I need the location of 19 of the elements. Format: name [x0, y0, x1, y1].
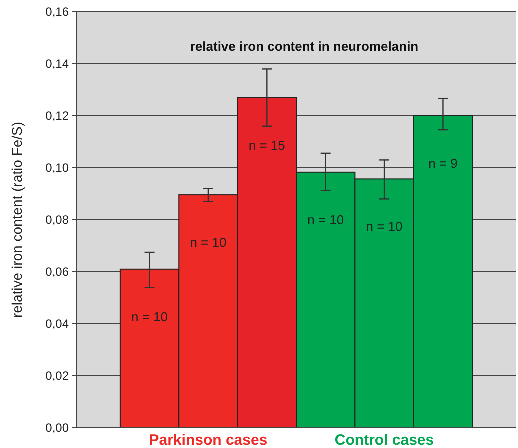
y-tick-label: 0,04	[46, 317, 70, 332]
y-tick-label: 0,12	[46, 109, 70, 124]
annotation: n = 10	[366, 219, 403, 234]
y-tick-label: 0,08	[46, 213, 70, 228]
text: relative iron content in neuromelanin	[190, 39, 419, 54]
y-axis-title: relative iron content (ratio Fe/S)	[9, 122, 25, 318]
y-tick-label: 0,02	[46, 369, 70, 384]
text: Control cases	[334, 432, 434, 448]
y-tick-label: 0,16	[46, 5, 70, 20]
annotation: n = 9	[428, 156, 458, 171]
text: Parkinson cases	[149, 432, 268, 448]
y-tick-label: 0,06	[46, 265, 70, 280]
annotation: n = 10	[132, 309, 168, 324]
y-tick-label: 0,10	[46, 161, 70, 176]
annotation: n = 10	[308, 212, 344, 228]
y-tick-label: 0,14	[46, 57, 70, 72]
annotation: n = 10	[190, 235, 227, 250]
y-tick-label: 0,00	[46, 421, 70, 436]
annotation: n = 15	[248, 138, 286, 153]
